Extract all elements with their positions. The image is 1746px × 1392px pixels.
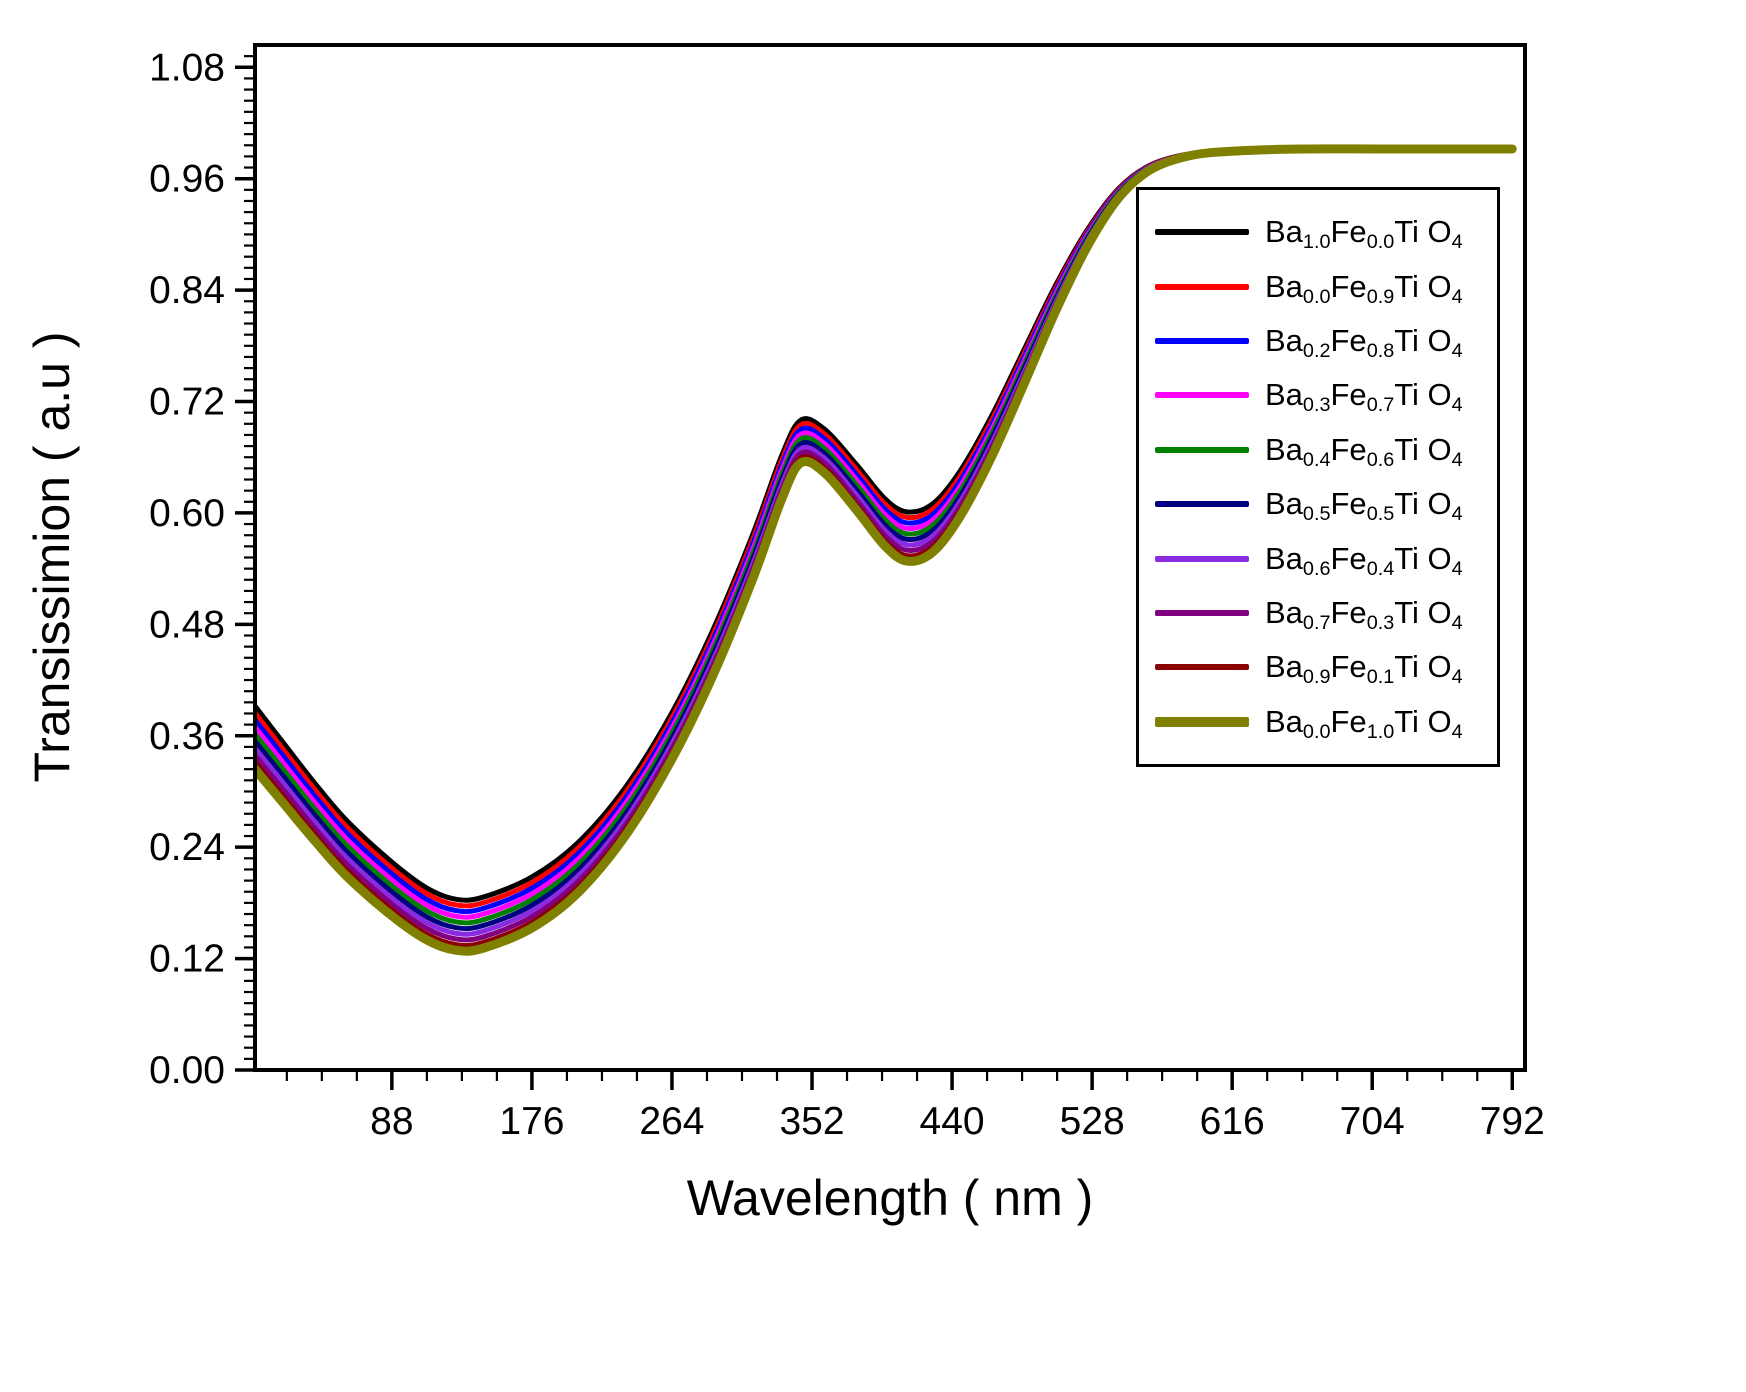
x-tick-label: 264 <box>639 1100 704 1143</box>
legend-label: Ba0.6Fe0.4Ti O4 <box>1265 540 1463 580</box>
legend-label: Ba0.3Fe0.7Ti O4 <box>1265 377 1463 417</box>
x-tick-label: 352 <box>779 1100 844 1143</box>
legend-item: Ba0.2Fe0.8Ti O4 <box>1155 323 1481 363</box>
legend-label: Ba0.7Fe0.3Ti O4 <box>1265 594 1463 634</box>
y-tick-label: 0.00 <box>149 1049 225 1092</box>
y-tick-label: 0.48 <box>149 603 225 646</box>
legend-label: Ba0.0Fe0.9Ti O4 <box>1265 268 1463 308</box>
legend-item: Ba0.7Fe0.3Ti O4 <box>1155 594 1481 634</box>
legend-label: Ba0.0Fe1.0Ti O4 <box>1265 703 1463 743</box>
y-axis-title: Transissimion ( a.u ) <box>24 331 80 783</box>
x-axis-title: Wavelength ( nm ) <box>686 1170 1094 1226</box>
x-tick-label: 616 <box>1200 1100 1265 1143</box>
legend-label: Ba0.5Fe0.5Ti O4 <box>1265 486 1463 526</box>
legend-line-swatch <box>1155 338 1249 345</box>
x-tick-label: 792 <box>1480 1100 1545 1143</box>
legend-item: Ba0.5Fe0.5Ti O4 <box>1155 486 1481 526</box>
series-line-9 <box>255 144 1517 956</box>
y-tick-label: 1.08 <box>149 46 225 89</box>
legend-line-swatch <box>1155 716 1249 727</box>
legend-label: Ba0.2Fe0.8Ti O4 <box>1265 323 1463 363</box>
legend-line-swatch <box>1155 392 1249 399</box>
y-tick-label: 0.72 <box>149 381 225 424</box>
y-tick-label: 0.60 <box>149 492 225 535</box>
legend-line-swatch <box>1155 555 1249 562</box>
legend-line-swatch <box>1155 283 1249 290</box>
legend-label: Ba1.0Fe0.0Ti O4 <box>1265 214 1463 254</box>
legend-line-swatch <box>1155 501 1249 508</box>
legend-item: Ba0.4Fe0.6Ti O4 <box>1155 431 1481 471</box>
legend-line-swatch <box>1155 609 1249 616</box>
legend-label: Ba0.4Fe0.6Ti O4 <box>1265 431 1463 471</box>
y-tick-label: 0.36 <box>149 715 225 758</box>
legend-item: Ba0.3Fe0.7Ti O4 <box>1155 377 1481 417</box>
legend-item: Ba0.9Fe0.1Ti O4 <box>1155 649 1481 689</box>
y-tick-label: 0.24 <box>149 826 225 869</box>
x-tick-label: 528 <box>1060 1100 1125 1143</box>
axis-frame <box>253 43 1527 1072</box>
x-tick-label: 704 <box>1340 1100 1405 1143</box>
y-tick-label: 0.12 <box>149 938 225 981</box>
series-group <box>255 144 1517 956</box>
y-tick-label: 0.96 <box>149 158 225 201</box>
legend-line-swatch <box>1155 229 1249 236</box>
legend-label: Ba0.9Fe0.1Ti O4 <box>1265 649 1463 689</box>
legend-line-swatch <box>1155 446 1249 453</box>
x-tick-label: 440 <box>920 1100 985 1143</box>
legend-line-swatch <box>1155 664 1249 671</box>
x-tick-label: 88 <box>370 1100 413 1143</box>
x-tick-label: 176 <box>499 1100 564 1143</box>
legend-item: Ba0.6Fe0.4Ti O4 <box>1155 540 1481 580</box>
legend-item: Ba1.0Fe0.0Ti O4 <box>1155 214 1481 254</box>
legend-item: Ba0.0Fe0.9Ti O4 <box>1155 268 1481 308</box>
y-tick-label: 0.84 <box>149 269 225 312</box>
legend-item: Ba0.0Fe1.0Ti O4 <box>1155 703 1481 743</box>
legend: Ba1.0Fe0.0Ti O4 Ba0.0Fe0.9Ti O4 Ba0.2Fe0.8… <box>1136 187 1500 767</box>
